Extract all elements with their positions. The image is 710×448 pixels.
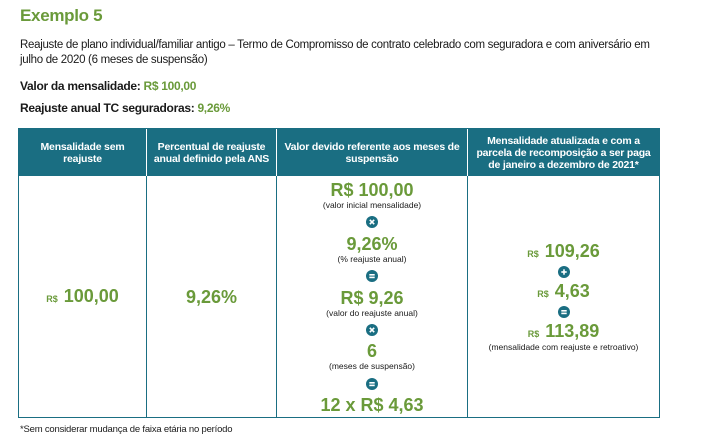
table: Mensalidade sem reajuste Percentual de r… — [18, 128, 660, 418]
cell: R$ 109,26 R$ 4,63 R$ 113,89 (mensalidade com r… — [467, 176, 659, 417]
value: 6 — [366, 341, 377, 362]
step: R$ 100,00 (valor inicial mensalidade) — [323, 180, 421, 210]
value: 9,26% — [346, 233, 398, 254]
value: 12 x R$ 4,63 — [320, 395, 424, 415]
step: R$ 9,26 (valor do reajuste anual) — [326, 288, 418, 318]
value: R$ 9,26 — [340, 287, 404, 308]
header: Mensalidade atualizada e com a parcela d… — [467, 129, 659, 176]
note: (% reajuste anual) — [337, 253, 407, 264]
currency: R$ — [46, 294, 58, 304]
cell: R$ 100,00 (valor inicial mensalidade) 9,26… — [276, 176, 467, 417]
currency: R$ — [537, 289, 549, 299]
note: (mensalidade com reajuste e retroativo) — [488, 342, 639, 352]
header: Valor devido referente aos meses de susp… — [276, 129, 467, 176]
operator-icon — [366, 377, 378, 390]
value: 100,00 — [63, 286, 119, 306]
operator-icon — [557, 266, 570, 278]
currency: R$ — [527, 329, 540, 339]
note: (valor inicial mensalidade) — [322, 200, 422, 210]
cell: 9,26% — [146, 176, 276, 417]
header: Mensalidade sem reajuste — [19, 129, 146, 176]
footnote: *Sem considerar mudança de faixa etária … — [20, 424, 233, 435]
value: 113,89 — [545, 321, 600, 341]
field-label: Reajuste anual TC seguradoras: — [20, 101, 195, 115]
step: 12 x R$ 4,63 — [320, 395, 423, 415]
amount: R$ 113,89 — [528, 321, 600, 342]
note: (meses de suspensão) — [329, 361, 415, 372]
description: Reajuste de plano individual/familiar an… — [20, 39, 650, 66]
currency: R$ — [527, 249, 539, 259]
value: R$ 100,00 — [330, 180, 414, 200]
note: (valor do reajuste anual) — [326, 307, 418, 318]
value: 4,63 — [554, 281, 590, 301]
field: Reajuste anual TC seguradoras: 9,26% — [20, 101, 230, 115]
amount: R$ 100,00 — [46, 286, 119, 307]
amount: R$ 4,63 — [537, 281, 590, 302]
operator-icon — [366, 216, 378, 229]
amount: R$ 109,26 — [527, 241, 600, 262]
step: 9,26% (% reajuste anual) — [338, 234, 407, 264]
field-value: R$ 100,00 — [143, 79, 197, 93]
header: Percentual de reajuste anual definido pe… — [146, 129, 276, 176]
title: Exemplo 5 — [20, 6, 103, 25]
field-value: 9,26% — [197, 101, 230, 115]
field-label: Valor da mensalidade: — [20, 79, 141, 93]
cell: R$ 100,00 — [19, 176, 146, 417]
operator-icon — [557, 306, 570, 318]
step: 6 (meses de suspensão) — [329, 341, 415, 371]
operator-icon — [366, 323, 378, 336]
operator-icon — [366, 270, 378, 283]
value: 109,26 — [544, 241, 600, 261]
field: Valor da mensalidade: R$ 100,00 — [20, 79, 196, 93]
value: 9,26% — [185, 286, 238, 307]
